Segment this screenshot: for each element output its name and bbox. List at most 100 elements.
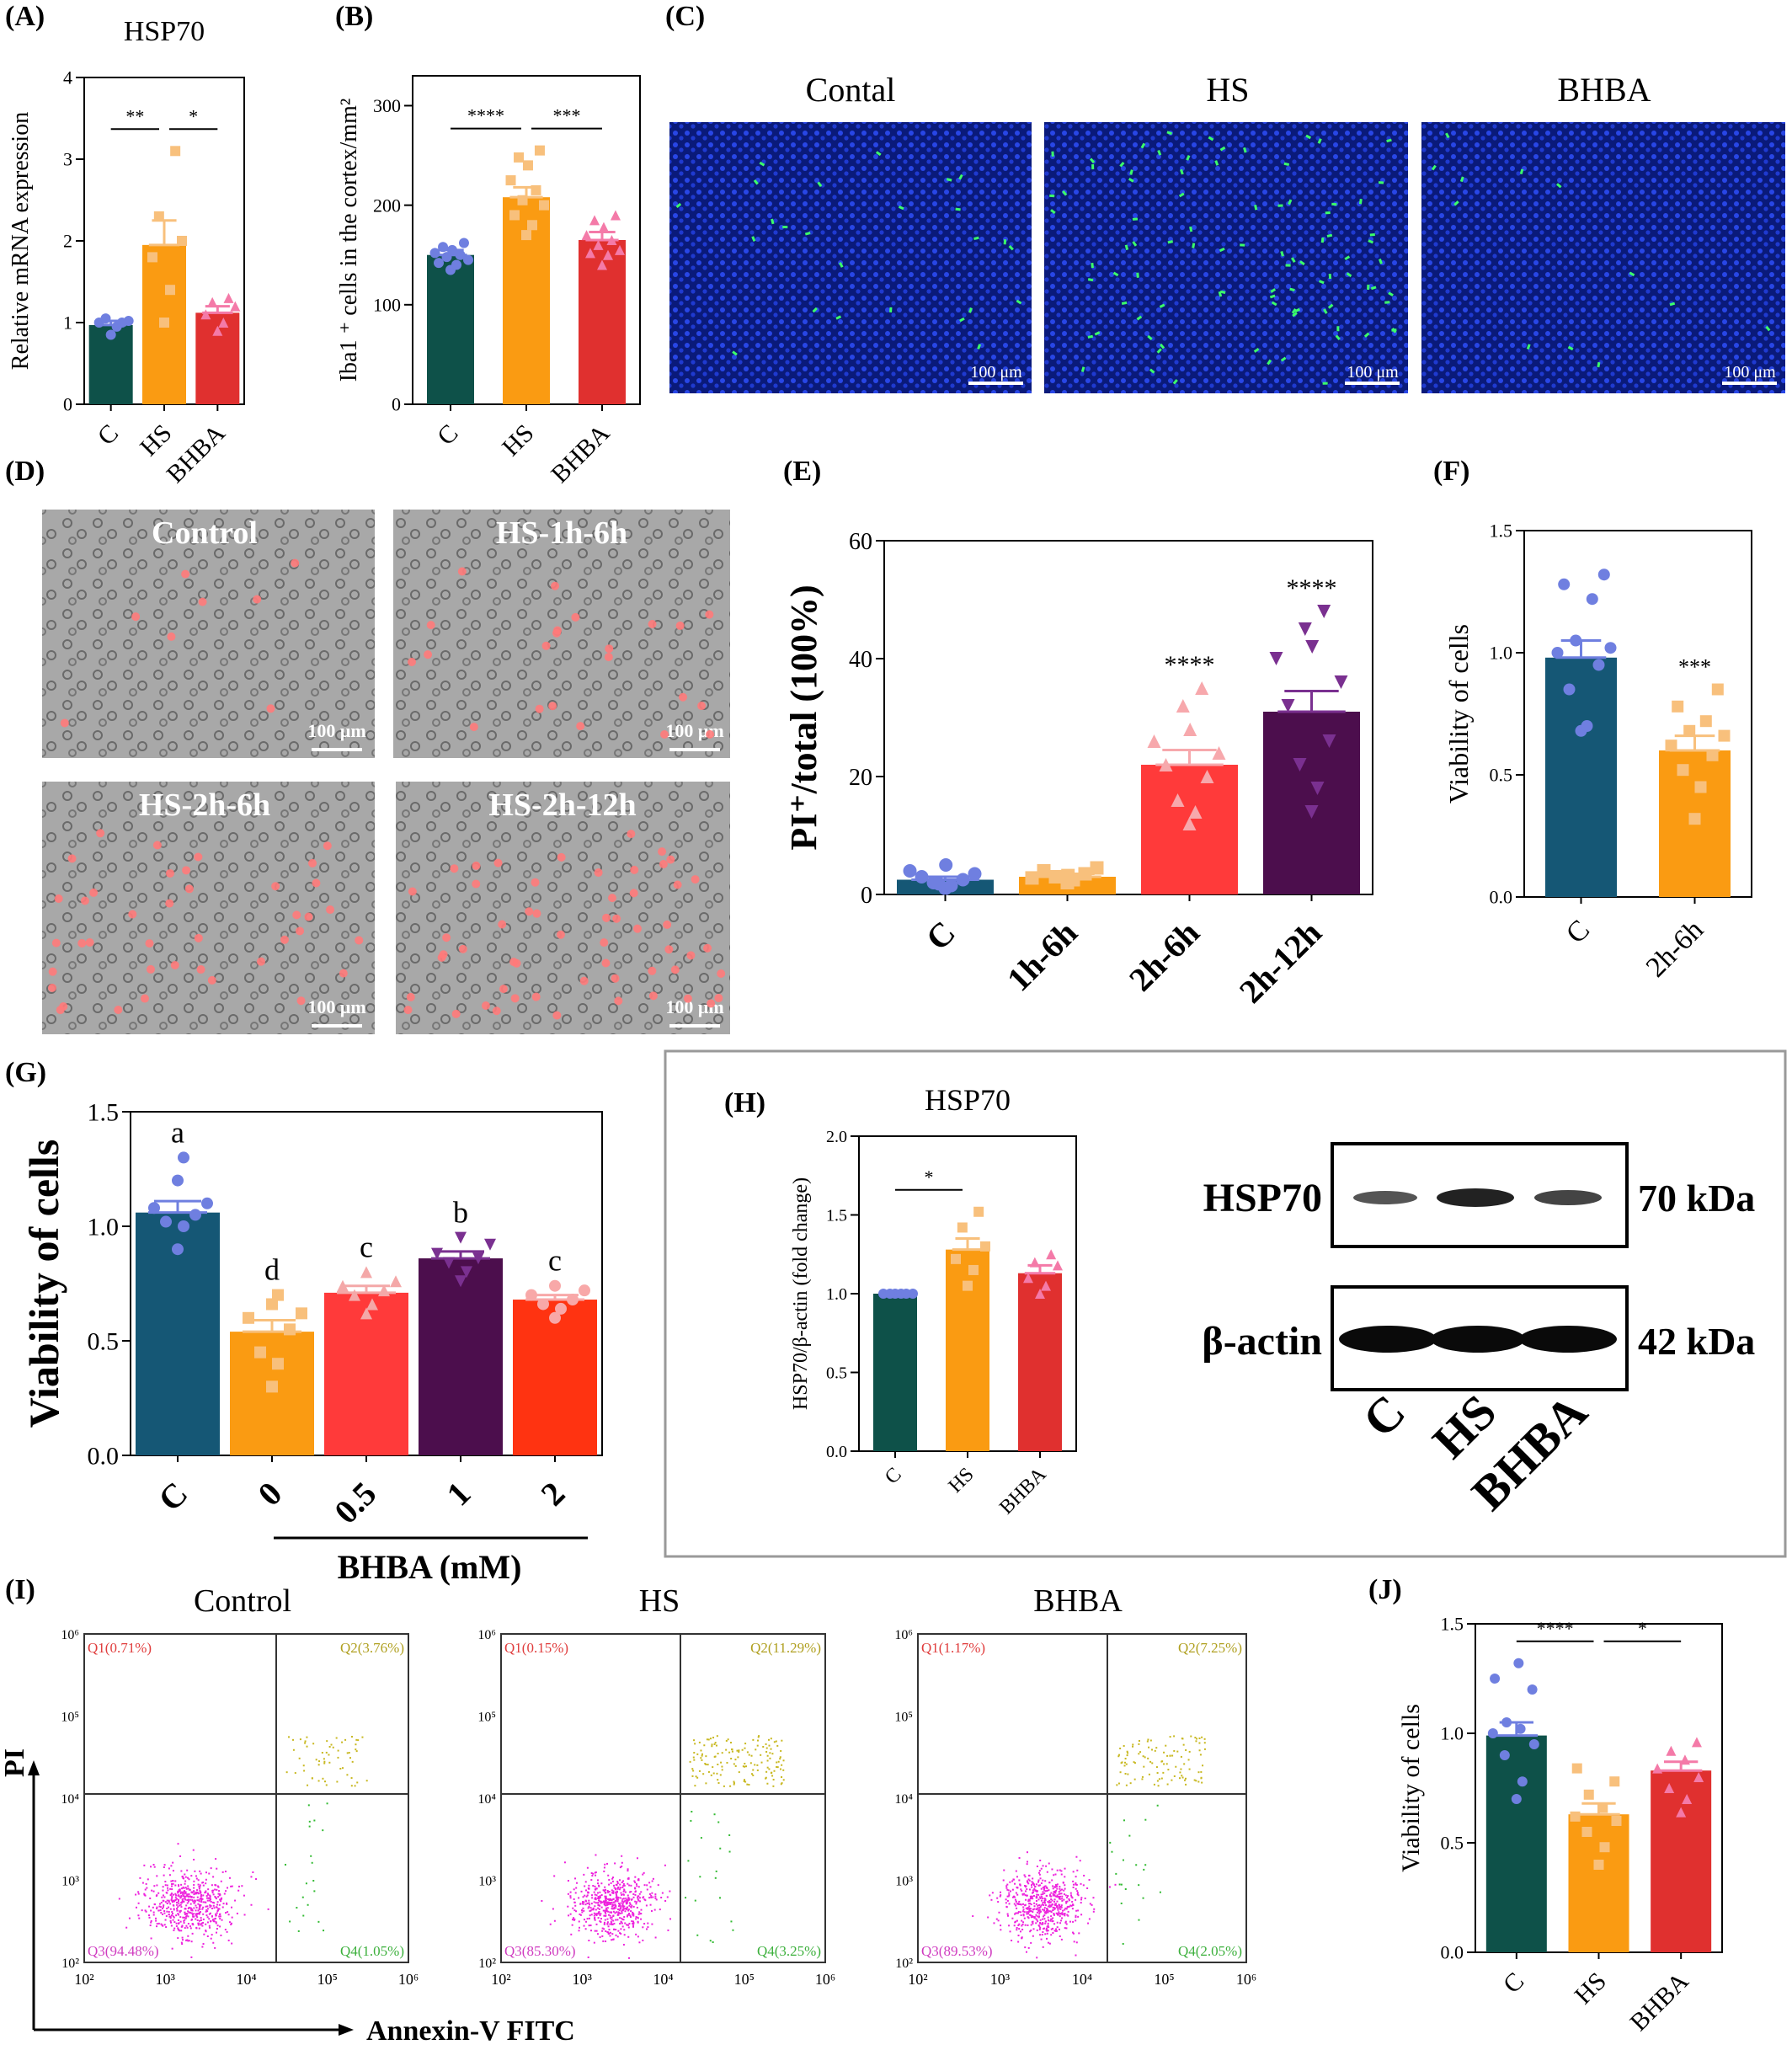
flow-event: [1066, 1914, 1069, 1916]
flow-event: [599, 1900, 601, 1903]
flow-event: [569, 1913, 572, 1915]
flow-event: [292, 1738, 295, 1741]
flow-event: [1009, 1930, 1011, 1933]
flow-event: [208, 1925, 211, 1927]
flow-event: [717, 1779, 719, 1781]
flow-event: [1022, 1906, 1025, 1909]
flow-event: [743, 1780, 745, 1782]
green-cell: [1087, 278, 1094, 282]
flow-event: [634, 1900, 637, 1903]
flow-event: [699, 1876, 701, 1878]
flow-event: [177, 1900, 179, 1903]
flow-event: [214, 1946, 216, 1949]
flow-event: [1045, 1909, 1048, 1912]
flow-event: [1053, 1907, 1056, 1909]
flow-event: [198, 1886, 200, 1888]
flow-event: [632, 1922, 635, 1925]
flow-event: [1072, 1883, 1075, 1886]
green-cell: [1003, 239, 1007, 245]
green-cell: [1317, 138, 1322, 144]
flow-event: [168, 1874, 171, 1876]
data-point: [472, 1252, 484, 1265]
pi-cell: [406, 992, 415, 1001]
flow-event: [646, 1888, 648, 1891]
flow-event: [195, 1906, 198, 1909]
green-cell: [1051, 151, 1054, 157]
flow-event: [765, 1770, 768, 1773]
pi-cell: [499, 985, 508, 994]
category-label: BHBA: [162, 419, 232, 488]
flow-event: [1033, 1905, 1036, 1908]
flow-event: [227, 1911, 229, 1914]
data-point: [1551, 647, 1564, 659]
flow-event: [606, 1889, 609, 1892]
flow-event: [192, 1915, 195, 1918]
flow-title: BHBA: [1033, 1583, 1123, 1619]
flow-event: [163, 1896, 166, 1898]
flow-event: [1070, 1904, 1073, 1907]
flow-event: [1053, 1908, 1056, 1910]
flow-event: [1012, 1878, 1015, 1881]
flow-y-tick: 10⁶: [894, 1628, 913, 1642]
flow-event: [733, 1780, 735, 1783]
flow-event: [768, 1744, 771, 1747]
data-point: [1677, 764, 1689, 777]
flow-event: [1043, 1892, 1046, 1894]
green-cell: [1327, 303, 1334, 309]
green-cell: [771, 218, 775, 225]
flow-event: [629, 1914, 632, 1917]
flow-event: [301, 1896, 304, 1898]
flow-event: [241, 1885, 243, 1887]
flow-event: [228, 1921, 231, 1924]
flow-event: [608, 1891, 611, 1893]
flow-event: [694, 1785, 696, 1787]
flow-event: [1045, 1865, 1048, 1867]
flow-x-tick: 10²: [74, 1971, 93, 1988]
flow-event: [225, 1890, 227, 1893]
q2-label: Q2(11.29%): [750, 1640, 821, 1656]
flow-event: [1050, 1892, 1053, 1894]
flow-event: [603, 1870, 605, 1872]
category-label: C: [881, 1464, 906, 1489]
flow-event: [218, 1893, 221, 1895]
flow-event: [623, 1900, 626, 1903]
flow-event: [606, 1923, 609, 1925]
flow-event: [719, 1847, 722, 1850]
flow-event: [198, 1913, 200, 1915]
flow-event: [1084, 1897, 1086, 1899]
flow-event: [1011, 1917, 1014, 1919]
flow-event: [618, 1888, 621, 1891]
flow-event: [187, 1887, 189, 1890]
flow-event: [698, 1770, 701, 1772]
bar: [873, 1294, 917, 1451]
flow-event: [1086, 1887, 1089, 1889]
plot-frame: [883, 540, 1373, 895]
flow-event: [1147, 1738, 1149, 1741]
flow-event: [619, 1917, 621, 1919]
flow-event: [1123, 1764, 1126, 1767]
flow-event: [1058, 1896, 1060, 1898]
flow-event: [1068, 1905, 1070, 1908]
flow-event: [1047, 1909, 1049, 1912]
flow-event: [765, 1747, 768, 1749]
image-title: Contal: [806, 71, 896, 109]
flow-event: [355, 1750, 358, 1753]
flow-event: [1067, 1895, 1069, 1898]
flow-event: [1027, 1908, 1029, 1910]
flow-event: [627, 1898, 630, 1901]
flow-event: [1203, 1748, 1206, 1750]
flow-event: [709, 1940, 712, 1942]
flow-event: [216, 1901, 219, 1903]
pi-cell: [167, 632, 176, 641]
flow-event: [1187, 1759, 1190, 1761]
flow-event: [186, 1926, 189, 1929]
flow-event: [691, 1768, 694, 1770]
flow-event: [1043, 1918, 1046, 1920]
pi-cell: [686, 951, 696, 960]
flow-event: [588, 1884, 590, 1887]
green-cell: [1459, 176, 1464, 183]
flow-event: [595, 1894, 598, 1897]
flow-event: [643, 1898, 646, 1901]
flow-event: [603, 1914, 605, 1917]
flow-event: [578, 1926, 580, 1929]
